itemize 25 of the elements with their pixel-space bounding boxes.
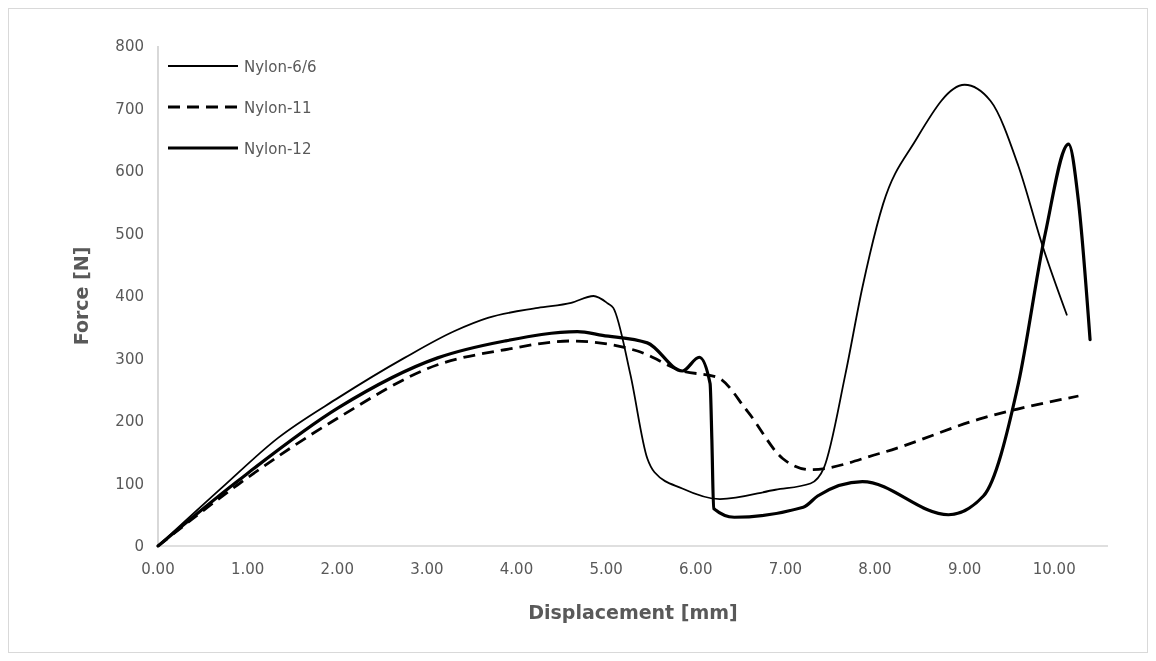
x-tick-label: 8.00: [858, 560, 892, 578]
y-tick-label: 200: [115, 412, 144, 430]
y-tick-label: 100: [115, 474, 144, 493]
x-tick-label: 2.00: [320, 560, 354, 578]
y-tick-label: 600: [115, 162, 144, 180]
y-tick-label: 300: [115, 349, 144, 368]
x-tick-label: 1.00: [230, 560, 265, 578]
legend-label: Nylon-11: [244, 99, 312, 117]
y-tick-label: 800: [115, 37, 144, 55]
x-tick-label: 9.00: [947, 560, 982, 578]
x-tick-label: 0.00: [141, 560, 175, 578]
x-tick-label: 6.00: [679, 560, 713, 578]
legend-label: Nylon-12: [244, 140, 312, 158]
x-tick-label: 10.00: [1032, 560, 1076, 578]
y-tick-label: 500: [115, 224, 144, 243]
x-tick-label: 5.00: [589, 560, 623, 578]
x-tick-label: 4.00: [499, 560, 534, 578]
x-tick-label: 3.00: [410, 560, 444, 578]
legend-label: Nylon-6/6: [244, 58, 317, 76]
y-tick-label: 0: [134, 537, 144, 555]
x-axis-title: Displacement [mm]: [528, 601, 738, 623]
y-axis-title: Force [N]: [70, 246, 92, 346]
x-tick-label: 7.00: [768, 560, 803, 578]
y-tick-label: 400: [115, 287, 144, 305]
y-tick-label: 700: [115, 99, 144, 118]
